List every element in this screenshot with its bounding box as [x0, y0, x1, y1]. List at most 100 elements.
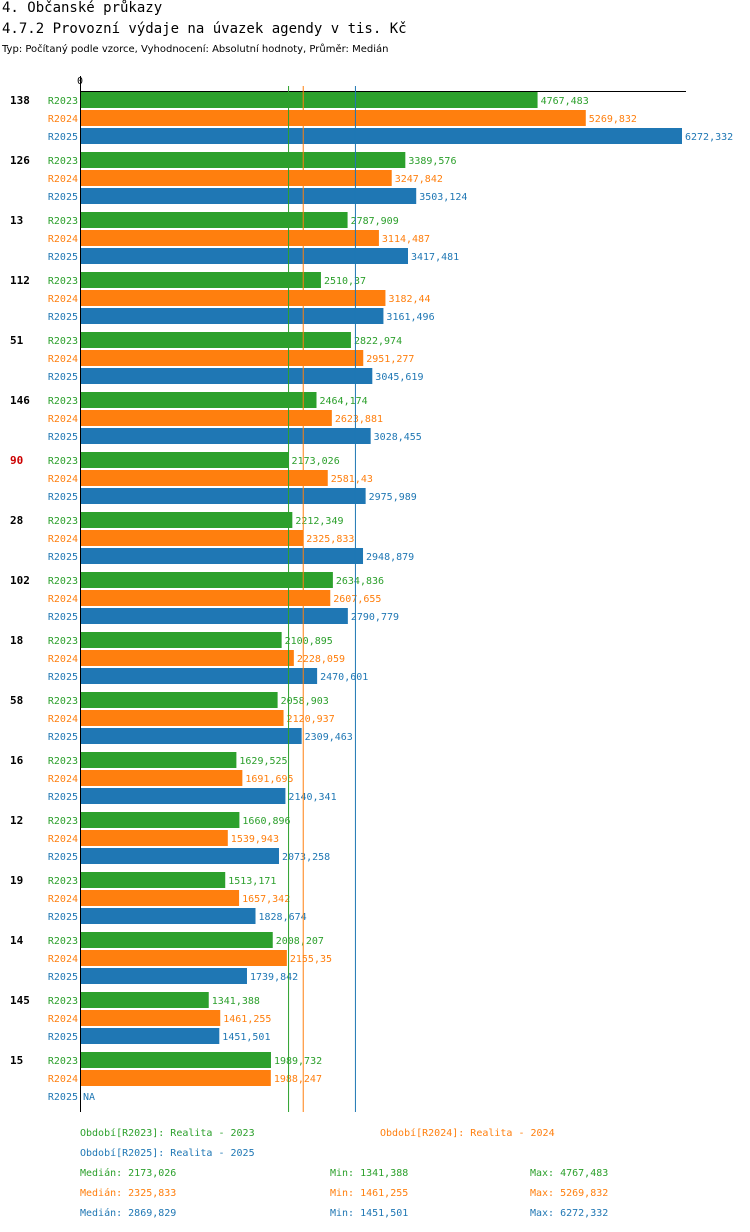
- data-label: 2228,059: [297, 654, 345, 665]
- series-label: R2025: [48, 372, 78, 383]
- category-label: 28: [10, 514, 23, 527]
- bar: [80, 788, 286, 804]
- data-label: 3417,481: [411, 252, 459, 263]
- series-label: R2024: [48, 954, 78, 965]
- data-label: 1341,388: [212, 996, 260, 1007]
- bar: [80, 188, 417, 204]
- data-label: 2464,174: [320, 396, 368, 407]
- category-label: 126: [10, 154, 30, 167]
- data-label: 1539,943: [231, 834, 279, 845]
- stat-max-2024: Max: 5269,832: [530, 1188, 609, 1199]
- category-label: 138: [10, 94, 30, 107]
- data-label: 3045,619: [375, 372, 423, 383]
- bar: [80, 1052, 271, 1068]
- bar: [80, 1010, 221, 1026]
- series-label: R2025: [48, 1032, 78, 1043]
- bar: [80, 752, 237, 768]
- bar: [80, 392, 317, 408]
- bar: [80, 410, 332, 426]
- bar: [80, 470, 328, 486]
- data-label: 2623,881: [335, 414, 383, 425]
- bar: [80, 170, 392, 186]
- bar: [80, 230, 379, 246]
- series-label: R2024: [48, 234, 78, 245]
- data-label: 3161,496: [386, 312, 434, 323]
- stat-min-2023: Min: 1341,388: [330, 1168, 409, 1179]
- data-label: 2309,463: [305, 732, 353, 743]
- series-label: R2023: [48, 336, 78, 347]
- bar: [80, 272, 321, 288]
- bar: [80, 1028, 220, 1044]
- series-label: R2025: [48, 192, 78, 203]
- series-label: R2025: [48, 972, 78, 983]
- bar: [80, 830, 228, 846]
- stat-median-2025: Medián: 2869,829: [80, 1208, 177, 1219]
- bar-chart: 0138R20234767,483R20245269,832R20256272,…: [10, 76, 733, 1112]
- series-label: R2023: [48, 576, 78, 587]
- series-label: R2025: [48, 432, 78, 443]
- bar: [80, 590, 331, 606]
- category-label: 90: [10, 454, 23, 467]
- bar: [80, 992, 209, 1008]
- series-label: R2024: [48, 354, 78, 365]
- category-label: 16: [10, 754, 24, 767]
- series-label: R2024: [48, 894, 78, 905]
- data-label: 2948,879: [366, 552, 414, 563]
- series-label: R2023: [48, 876, 78, 887]
- bar: [80, 212, 348, 228]
- series-label: R2023: [48, 516, 78, 527]
- data-label: 2951,277: [366, 354, 414, 365]
- category-label: 145: [10, 994, 30, 1007]
- legend-period-2024: Období[R2024]: Realita - 2024: [380, 1128, 555, 1139]
- data-label: 2058,903: [281, 696, 329, 707]
- series-label: R2023: [48, 276, 78, 287]
- series-label: R2024: [48, 414, 78, 425]
- series-label: R2023: [48, 96, 78, 107]
- bar: [80, 692, 278, 708]
- bar: [80, 650, 294, 666]
- legend-period-2025: Období[R2025]: Realita - 2025: [80, 1148, 255, 1159]
- legend-period-2023: Období[R2023]: Realita - 2023: [80, 1128, 255, 1139]
- bar: [80, 572, 333, 588]
- bar: [80, 668, 318, 684]
- data-label: 1828,674: [259, 912, 307, 923]
- data-label: 3389,576: [408, 156, 456, 167]
- data-label: 2008,207: [276, 936, 324, 947]
- data-label: 5269,832: [589, 114, 637, 125]
- series-label: R2025: [48, 492, 78, 503]
- data-label: 1513,171: [228, 876, 276, 887]
- series-label: R2025: [48, 912, 78, 923]
- series-label: R2024: [48, 114, 78, 125]
- data-label: 3114,487: [382, 234, 430, 245]
- bar: [80, 632, 282, 648]
- series-label: R2024: [48, 594, 78, 605]
- series-label: R2023: [48, 756, 78, 767]
- data-label: 2975,989: [369, 492, 417, 503]
- category-label: 12: [10, 814, 23, 827]
- data-label: NA: [83, 1092, 95, 1103]
- data-label: 1461,255: [223, 1014, 271, 1025]
- data-label: 1629,525: [239, 756, 287, 767]
- category-label: 18: [10, 634, 23, 647]
- series-label: R2024: [48, 714, 78, 725]
- category-label: 19: [10, 874, 23, 887]
- bar: [80, 608, 348, 624]
- bar: [80, 710, 284, 726]
- series-label: R2023: [48, 636, 78, 647]
- data-label: 1988,247: [274, 1074, 322, 1085]
- data-label: 2100,895: [285, 636, 333, 647]
- bar: [80, 152, 406, 168]
- series-label: R2024: [48, 474, 78, 485]
- data-label: 3247,842: [395, 174, 443, 185]
- category-label: 112: [10, 274, 30, 287]
- series-label: R2024: [48, 834, 78, 845]
- bar: [80, 872, 226, 888]
- series-label: R2024: [48, 534, 78, 545]
- bar: [80, 350, 364, 366]
- data-label: 1660,896: [242, 816, 290, 827]
- bar: [80, 290, 386, 306]
- bar: [80, 512, 293, 528]
- bar: [80, 452, 289, 468]
- series-label: R2023: [48, 216, 78, 227]
- bar: [80, 110, 586, 126]
